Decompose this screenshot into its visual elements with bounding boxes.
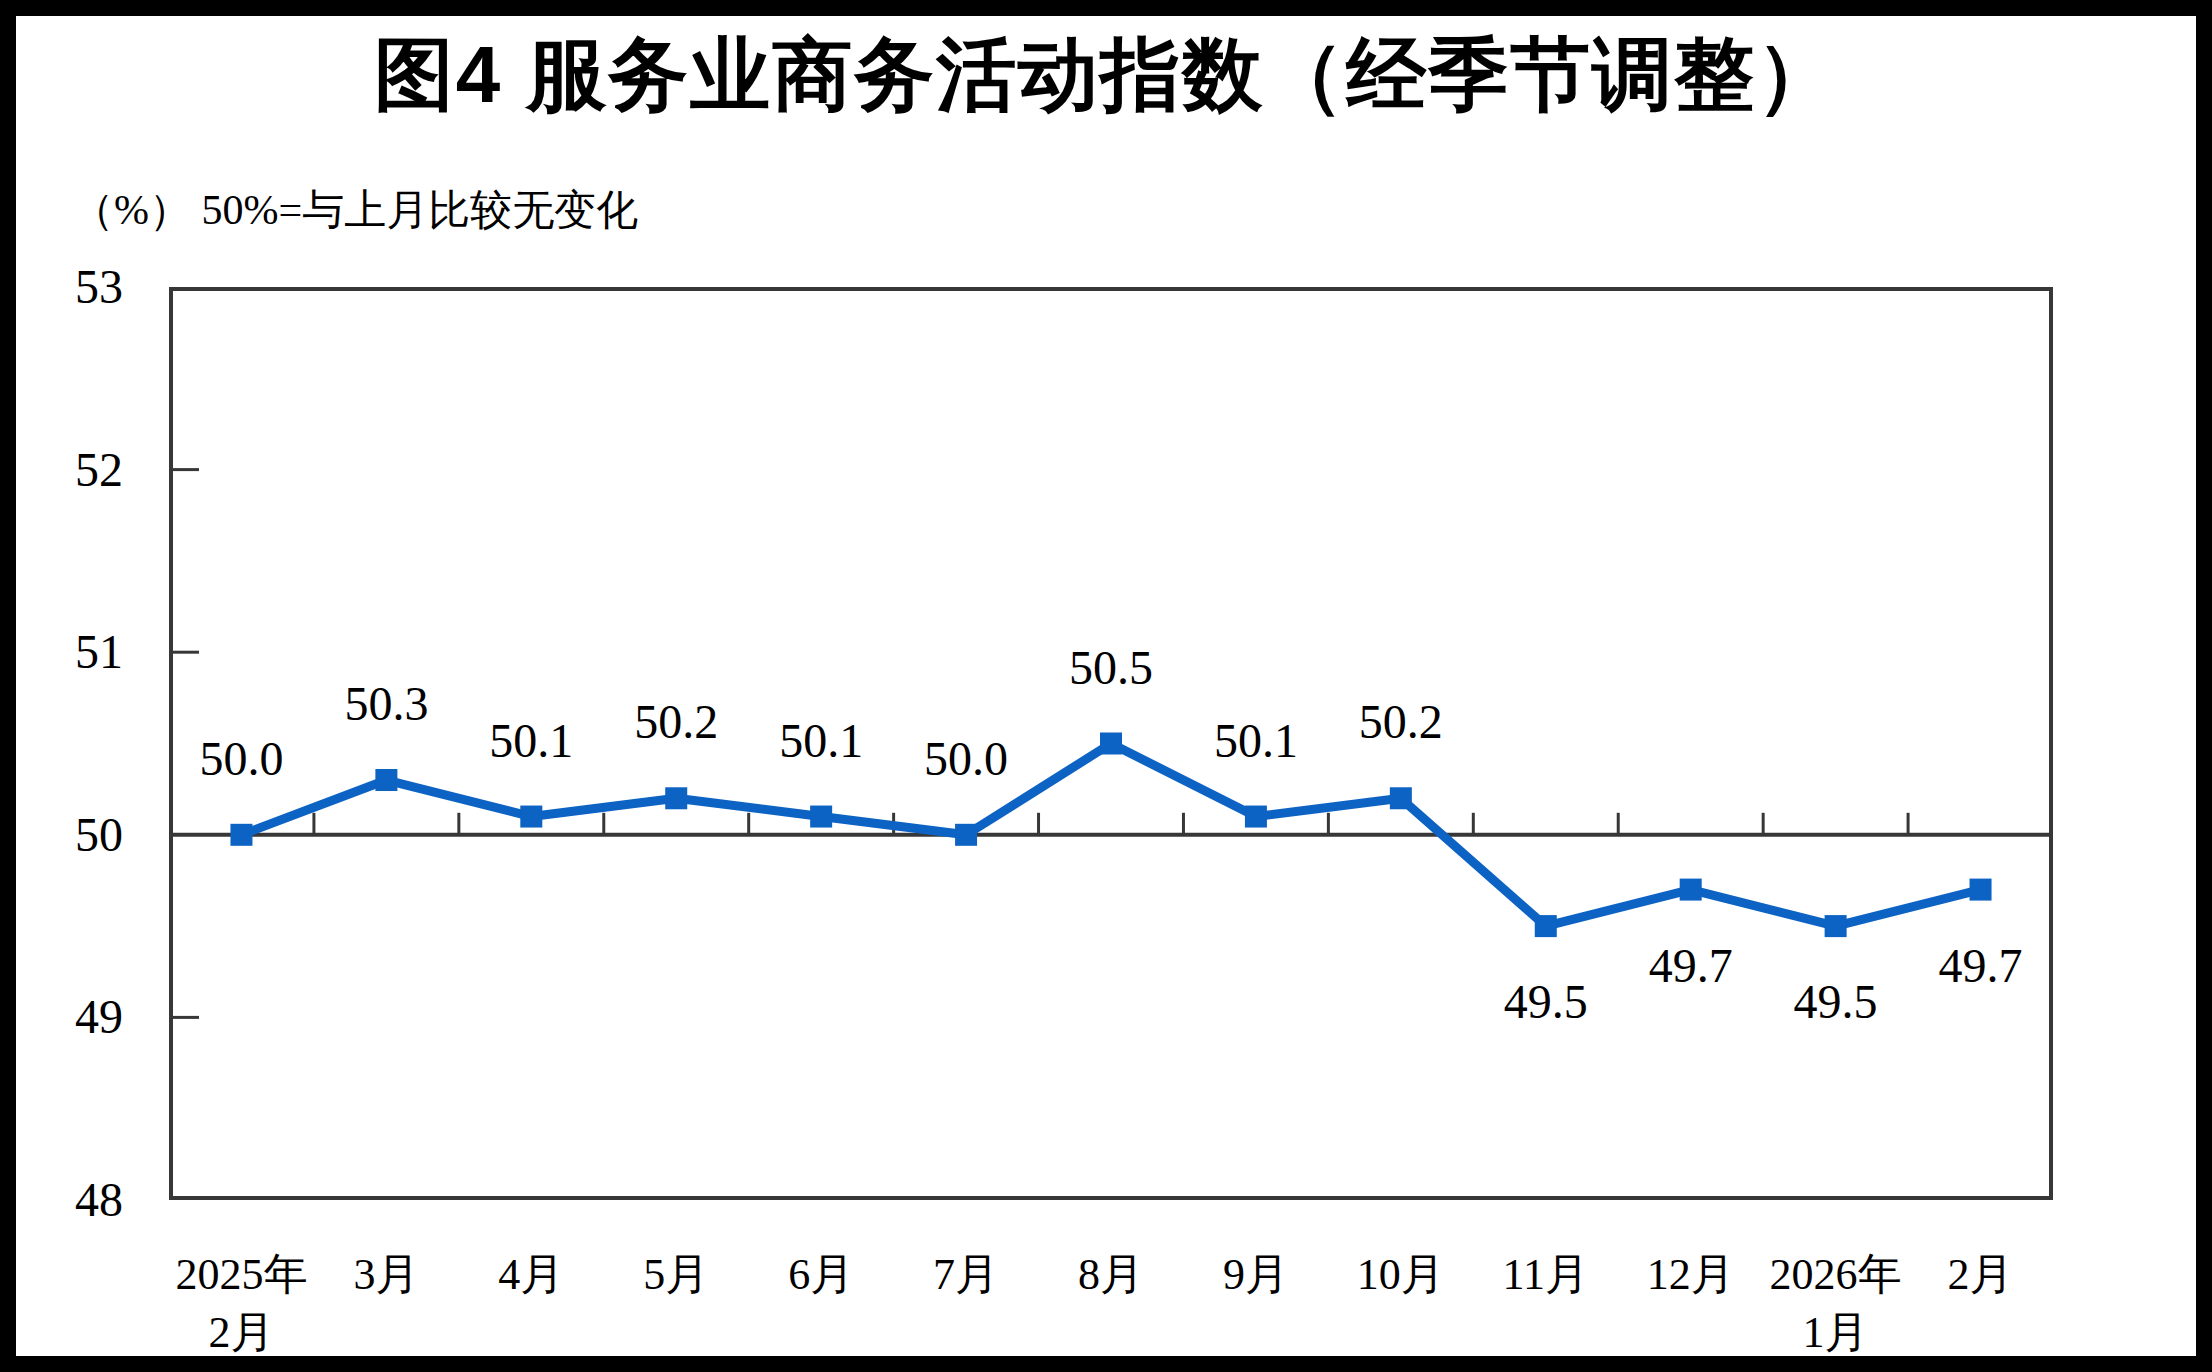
y-axis-tick-label: 52: [13, 442, 123, 498]
y-axis-tick-label: 51: [13, 624, 123, 680]
y-axis-tick-label: 48: [13, 1172, 123, 1228]
y-axis-tick-label: 49: [13, 989, 123, 1045]
data-point-label: 50.0: [131, 731, 351, 787]
y-axis-tick-label: 53: [13, 259, 123, 315]
y-axis-tick-label: 50: [13, 807, 123, 863]
chart-title: 图4 服务业商务活动指数（经季节调整）: [0, 22, 2212, 130]
data-point-label: 50.5: [1001, 640, 1221, 696]
data-point-label: 50.0: [856, 731, 1076, 787]
axis-unit-note: （%） 50%=与上月比较无变化: [72, 182, 638, 238]
data-point-label: 49.7: [1871, 938, 2091, 994]
x-axis-category-label: 2月: [1851, 1246, 2111, 1304]
data-point-label: 50.2: [1291, 694, 1511, 750]
chart-figure: 图4 服务业商务活动指数（经季节调整） （%） 50%=与上月比较无变化 48 4…: [0, 0, 2212, 1372]
